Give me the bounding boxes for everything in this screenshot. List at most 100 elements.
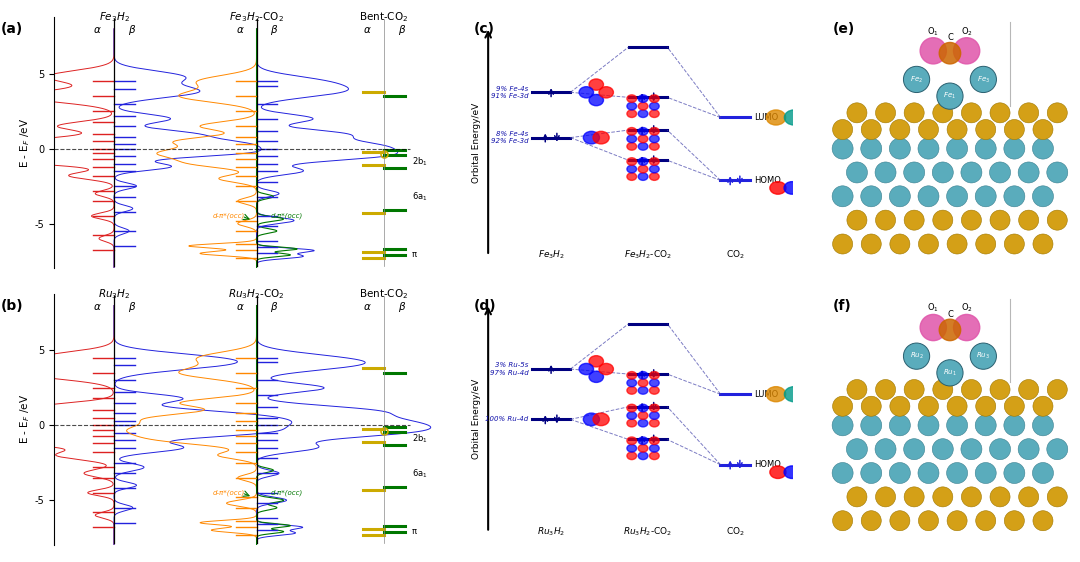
Circle shape bbox=[626, 102, 636, 110]
Circle shape bbox=[770, 182, 786, 194]
Circle shape bbox=[918, 396, 939, 416]
Circle shape bbox=[933, 487, 953, 507]
Circle shape bbox=[861, 138, 881, 159]
Circle shape bbox=[638, 102, 648, 110]
Circle shape bbox=[904, 103, 924, 123]
Circle shape bbox=[784, 182, 800, 194]
Text: α: α bbox=[364, 25, 370, 35]
Circle shape bbox=[946, 138, 968, 159]
Circle shape bbox=[649, 419, 659, 427]
Circle shape bbox=[933, 379, 953, 400]
Text: (e): (e) bbox=[833, 22, 855, 37]
Circle shape bbox=[861, 463, 881, 483]
Text: LUMO: LUMO bbox=[754, 389, 779, 398]
Text: π: π bbox=[413, 251, 417, 260]
Circle shape bbox=[847, 439, 867, 460]
Circle shape bbox=[589, 371, 604, 382]
Circle shape bbox=[599, 87, 613, 98]
Circle shape bbox=[932, 162, 954, 183]
Circle shape bbox=[947, 234, 967, 254]
Circle shape bbox=[579, 364, 594, 375]
Circle shape bbox=[1018, 162, 1039, 183]
Circle shape bbox=[904, 66, 930, 93]
Circle shape bbox=[875, 162, 896, 183]
Circle shape bbox=[847, 487, 867, 507]
Text: (d): (d) bbox=[474, 298, 496, 312]
Text: 9% Fe-4s
91% Fe-3d: 9% Fe-4s 91% Fe-3d bbox=[491, 85, 528, 99]
Circle shape bbox=[933, 210, 953, 230]
Circle shape bbox=[920, 38, 946, 64]
Circle shape bbox=[1004, 234, 1024, 254]
Circle shape bbox=[1032, 120, 1053, 139]
Y-axis label: E - E$_F$ /eV: E - E$_F$ /eV bbox=[18, 395, 31, 445]
Circle shape bbox=[638, 404, 648, 412]
Circle shape bbox=[975, 234, 996, 254]
Text: (c): (c) bbox=[474, 22, 495, 36]
Circle shape bbox=[861, 396, 881, 416]
Text: 100% Ru-4d: 100% Ru-4d bbox=[485, 416, 528, 423]
Circle shape bbox=[920, 314, 946, 341]
Circle shape bbox=[904, 162, 924, 183]
Circle shape bbox=[989, 162, 1011, 183]
Circle shape bbox=[1048, 487, 1067, 507]
Circle shape bbox=[876, 379, 895, 400]
Circle shape bbox=[579, 87, 594, 98]
Circle shape bbox=[649, 165, 659, 173]
Text: $Fe_3$: $Fe_3$ bbox=[976, 74, 990, 84]
Circle shape bbox=[1003, 463, 1025, 483]
Text: Bent-CO$_2$: Bent-CO$_2$ bbox=[360, 287, 408, 301]
Circle shape bbox=[638, 437, 648, 445]
Circle shape bbox=[626, 143, 636, 150]
Circle shape bbox=[833, 511, 852, 531]
Circle shape bbox=[936, 83, 963, 109]
Circle shape bbox=[975, 120, 996, 139]
Circle shape bbox=[876, 103, 895, 123]
Circle shape bbox=[904, 343, 930, 369]
Circle shape bbox=[1018, 379, 1039, 400]
Circle shape bbox=[593, 413, 609, 425]
Circle shape bbox=[847, 379, 867, 400]
Circle shape bbox=[649, 102, 659, 110]
Circle shape bbox=[1004, 120, 1024, 139]
Circle shape bbox=[626, 437, 636, 445]
Circle shape bbox=[626, 387, 636, 394]
Circle shape bbox=[1032, 234, 1053, 254]
Circle shape bbox=[904, 379, 924, 400]
Text: $Ru_3H_2$-CO$_2$: $Ru_3H_2$-CO$_2$ bbox=[623, 525, 673, 538]
Circle shape bbox=[946, 463, 968, 483]
Text: HOMO: HOMO bbox=[754, 460, 781, 469]
Text: α: α bbox=[237, 25, 243, 35]
Circle shape bbox=[626, 412, 636, 419]
Circle shape bbox=[946, 186, 968, 207]
Circle shape bbox=[767, 387, 785, 402]
Text: α: α bbox=[94, 25, 100, 35]
Circle shape bbox=[649, 452, 659, 460]
Circle shape bbox=[767, 110, 785, 125]
Text: CO$_2$: CO$_2$ bbox=[726, 525, 744, 538]
Circle shape bbox=[876, 210, 895, 230]
Circle shape bbox=[638, 165, 648, 173]
Circle shape bbox=[861, 415, 881, 436]
Circle shape bbox=[638, 158, 648, 165]
Circle shape bbox=[599, 364, 613, 375]
Circle shape bbox=[649, 371, 659, 379]
Circle shape bbox=[626, 404, 636, 412]
Circle shape bbox=[861, 186, 881, 207]
Circle shape bbox=[626, 173, 636, 180]
Text: 6a$_1$: 6a$_1$ bbox=[413, 191, 428, 203]
Text: $Ru_2$: $Ru_2$ bbox=[909, 351, 923, 361]
Circle shape bbox=[847, 162, 867, 183]
Text: β: β bbox=[270, 302, 276, 311]
Text: Orbital Energy/eV: Orbital Energy/eV bbox=[472, 379, 481, 460]
Circle shape bbox=[932, 439, 954, 460]
Circle shape bbox=[833, 120, 852, 139]
Circle shape bbox=[649, 412, 659, 419]
Circle shape bbox=[1003, 138, 1025, 159]
Circle shape bbox=[638, 128, 648, 135]
Circle shape bbox=[940, 43, 961, 64]
Circle shape bbox=[589, 356, 604, 367]
Circle shape bbox=[918, 120, 939, 139]
Circle shape bbox=[1004, 396, 1024, 416]
Circle shape bbox=[961, 379, 982, 400]
Text: O$_1$: O$_1$ bbox=[928, 25, 940, 38]
